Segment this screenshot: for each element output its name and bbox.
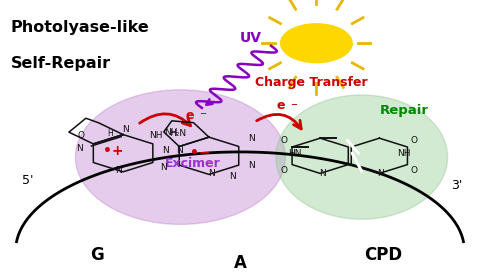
Text: •−: •− [190, 146, 211, 160]
Text: O: O [78, 131, 84, 140]
Text: NH: NH [397, 149, 411, 158]
Text: N: N [162, 146, 168, 155]
Text: N: N [319, 169, 326, 178]
Text: 3': 3' [452, 179, 463, 192]
Ellipse shape [75, 90, 285, 224]
Text: CPD: CPD [364, 246, 402, 265]
Text: −: − [290, 100, 297, 109]
Text: O: O [410, 166, 417, 175]
Text: H₂N: H₂N [169, 128, 187, 138]
Text: N: N [377, 169, 384, 178]
Text: N: N [76, 144, 83, 153]
Text: N: N [208, 169, 215, 178]
Ellipse shape [276, 95, 447, 219]
Text: N: N [249, 134, 255, 143]
Text: N: N [122, 125, 129, 134]
Text: −: − [199, 109, 206, 118]
Text: Charge Transfer: Charge Transfer [255, 76, 368, 89]
Text: H: H [107, 128, 113, 138]
Text: •+: •+ [103, 144, 124, 158]
Text: HN: HN [288, 149, 302, 158]
Circle shape [281, 24, 352, 63]
Text: UV: UV [240, 31, 262, 45]
Text: N: N [160, 163, 167, 172]
Text: G: G [90, 246, 104, 265]
Text: N: N [249, 161, 255, 170]
Text: NH: NH [149, 131, 162, 140]
Text: Photolyase-like: Photolyase-like [11, 20, 150, 35]
Text: N: N [176, 146, 183, 155]
Text: e: e [186, 109, 194, 122]
Text: e: e [276, 99, 285, 112]
Text: N: N [229, 172, 236, 181]
Text: A: A [234, 254, 246, 272]
Text: Repair: Repair [380, 104, 429, 117]
Text: O: O [281, 166, 288, 175]
Text: NH: NH [164, 128, 178, 137]
Text: Self-Repair: Self-Repair [11, 56, 111, 71]
Text: Excimer: Excimer [165, 157, 220, 170]
Text: N: N [115, 166, 122, 175]
Text: 5': 5' [22, 174, 34, 187]
Text: O: O [410, 136, 417, 145]
Text: O: O [281, 136, 288, 145]
